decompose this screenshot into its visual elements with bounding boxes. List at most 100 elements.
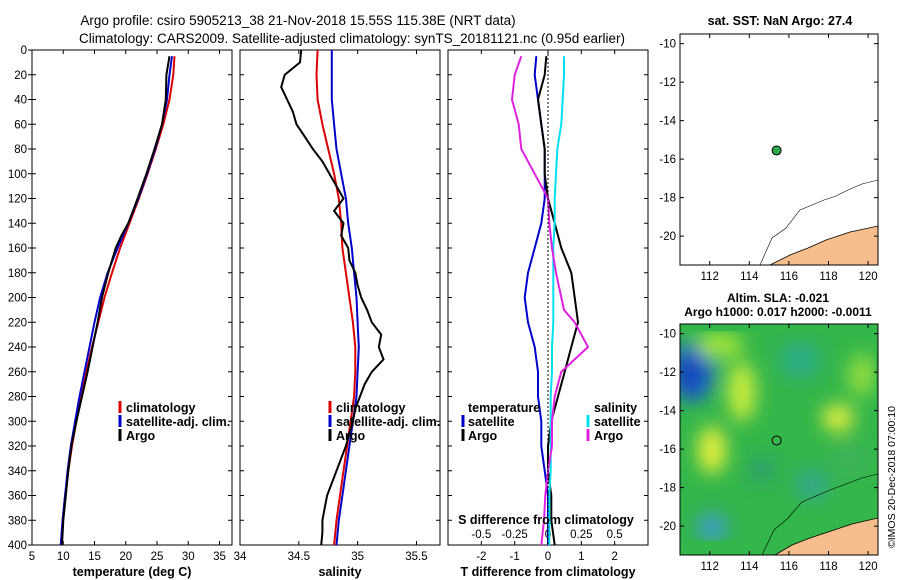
sla-map-ytick-label: -18 (659, 483, 676, 495)
sst-map-ytick-label: -18 (659, 193, 676, 205)
depth-tick-label: 280 (8, 392, 27, 404)
sla-map-frame (679, 323, 879, 556)
difference-top-tick-label: 0.5 (607, 529, 623, 541)
temperature-xtick-label: 5 (29, 551, 35, 563)
depth-tick-label: 240 (8, 342, 27, 354)
difference-xtick-label: 0 (545, 551, 551, 563)
sla-field-blob (728, 362, 756, 422)
legend-label-climatology: climatology (126, 401, 196, 415)
salinity-series-satellite-adj-clim- (330, 50, 360, 546)
difference-legend-salinity: salinity satellite Argo (586, 401, 641, 443)
temperature-series-argo (61, 56, 171, 546)
legend-label-satellite: satellite-adj. clim. (336, 415, 440, 429)
legend-label-argo: Argo (336, 429, 366, 443)
depth-tick-label: 40 (14, 95, 27, 107)
sst-map-argo-marker (771, 145, 782, 156)
depth-tick-label: 140 (8, 218, 27, 230)
sla-map (680, 324, 878, 555)
legend-label-sal-argo: Argo (594, 429, 624, 443)
sla-field-blob (794, 469, 830, 501)
difference-top-tick-label: -0.25 (502, 529, 528, 541)
legend-label-temp-satellite: satellite (468, 415, 515, 429)
depth-tick-label: 0 (21, 45, 27, 57)
sst-map-bathymetry-line (759, 179, 878, 265)
difference-top-tick-label: 0.25 (570, 529, 592, 541)
depth-tick-label: 100 (8, 169, 27, 181)
difference-top-tick-label: -0.5 (471, 529, 491, 541)
sla-map-ytick-label: -20 (659, 521, 676, 533)
sla-field-blob (696, 331, 744, 359)
temperature-series-climatology (59, 56, 176, 546)
sla-map-ytick-label: -10 (659, 329, 676, 341)
difference-top-label: S difference from climatology (458, 513, 634, 527)
difference-xtick-label: -1 (510, 551, 520, 563)
difference-xlabel: T difference from climatology (460, 565, 635, 579)
difference-xtick-label: -2 (476, 551, 486, 563)
difference-series-salinity-argo (510, 55, 590, 546)
temperature-xtick-label: 10 (57, 551, 70, 563)
sst-map-ytick-label: -20 (659, 231, 676, 243)
sla-field-blob (848, 353, 876, 397)
depth-tick-label: 60 (14, 119, 27, 131)
sst-map-xtick-label: 120 (859, 271, 878, 283)
depth-tick-label: 180 (8, 268, 27, 280)
sla-map-field (680, 331, 876, 541)
depth-tick-label: 20 (14, 70, 27, 82)
depth-axis: 0 20 40 60 80 100 120 140 160 180 200 220 240 260 280 3… (8, 45, 32, 552)
legend-title-salinity: salinity (594, 401, 637, 415)
legend-label-sal-satellite: satellite (594, 415, 641, 429)
sla-field-blob (748, 458, 776, 482)
sla-map-axes: 112 114 116 118 120 -10 -12 -14 -16 -18 -20 (659, 324, 878, 573)
sst-map-xtick-label: 114 (740, 271, 759, 283)
sla-map-xtick-label: 118 (819, 561, 837, 573)
sst-map-ytick-label: -12 (659, 77, 676, 89)
difference-legend-temperature: temperature satellite Argo (461, 401, 540, 443)
legend-label-climatology: climatology (336, 401, 406, 415)
sla-map-xtick-label: 116 (780, 561, 798, 573)
sla-map-title-2: Argo h1000: 0.017 h2000: -0.0011 (684, 305, 872, 319)
salinity-legend: climatology satellite-adj. clim. Argo (328, 401, 440, 443)
depth-tick-label: 160 (8, 243, 27, 255)
sst-map-ytick-label: -14 (659, 116, 676, 128)
salinity-chart: 34 34.5 35 35.5 (234, 49, 440, 563)
sla-map-xtick-label: 114 (740, 561, 759, 573)
sla-map-bathymetry-line (761, 473, 878, 555)
sla-map-ytick-label: -14 (659, 406, 676, 418)
temperature-xtick-label: 30 (182, 551, 195, 563)
sst-map-xtick-label: 112 (701, 271, 719, 283)
argo-position-marker (771, 435, 782, 446)
sla-map-title-1: Altim. SLA: -0.021 (727, 291, 829, 305)
sla-field-blob (698, 426, 726, 474)
salinity-xtick-label: 35 (351, 551, 364, 563)
salinity-series-climatology (315, 49, 357, 546)
depth-tick-label: 400 (8, 540, 27, 552)
temperature-legend: climatology satellite-adj. clim. Argo (118, 401, 230, 443)
depth-tick-label: 320 (8, 441, 27, 453)
salinity-xtick-label: 34 (234, 551, 247, 563)
sla-map-land-south (774, 517, 878, 555)
sla-field-blob (680, 358, 698, 390)
sla-map-ytick-label: -12 (659, 367, 676, 379)
depth-tick-label: 200 (8, 293, 27, 305)
title-line-1: Argo profile: csiro 5905213_38 21-Nov-20… (80, 13, 515, 28)
sst-map-xtick-label: 118 (819, 271, 837, 283)
sla-map-argo-marker (771, 435, 782, 446)
salinity-xtick-label: 35.5 (405, 551, 427, 563)
temperature-xtick-label: 25 (151, 551, 164, 563)
salinity-plot-area (239, 49, 441, 546)
depth-tick-label: 380 (8, 515, 27, 527)
temperature-chart: 5 10 15 20 25 30 35 (29, 49, 232, 563)
difference-series-salinity-satellite (548, 56, 565, 545)
salinity-xlabel: salinity (318, 565, 361, 579)
legend-label-argo: Argo (126, 429, 156, 443)
sst-map-xtick-label: 116 (780, 271, 798, 283)
temperature-plot-area (31, 49, 233, 546)
depth-tick-label: 300 (8, 416, 27, 428)
temperature-xlabel: temperature (deg C) (73, 565, 192, 579)
temperature-series-satellite-adj-clim- (59, 56, 173, 546)
sst-map-frame (679, 33, 879, 266)
argo-position-marker (771, 145, 782, 156)
salinity-series-argo (280, 49, 385, 546)
temperature-xtick-label: 20 (119, 551, 132, 563)
difference-xtick-label: 1 (578, 551, 584, 563)
